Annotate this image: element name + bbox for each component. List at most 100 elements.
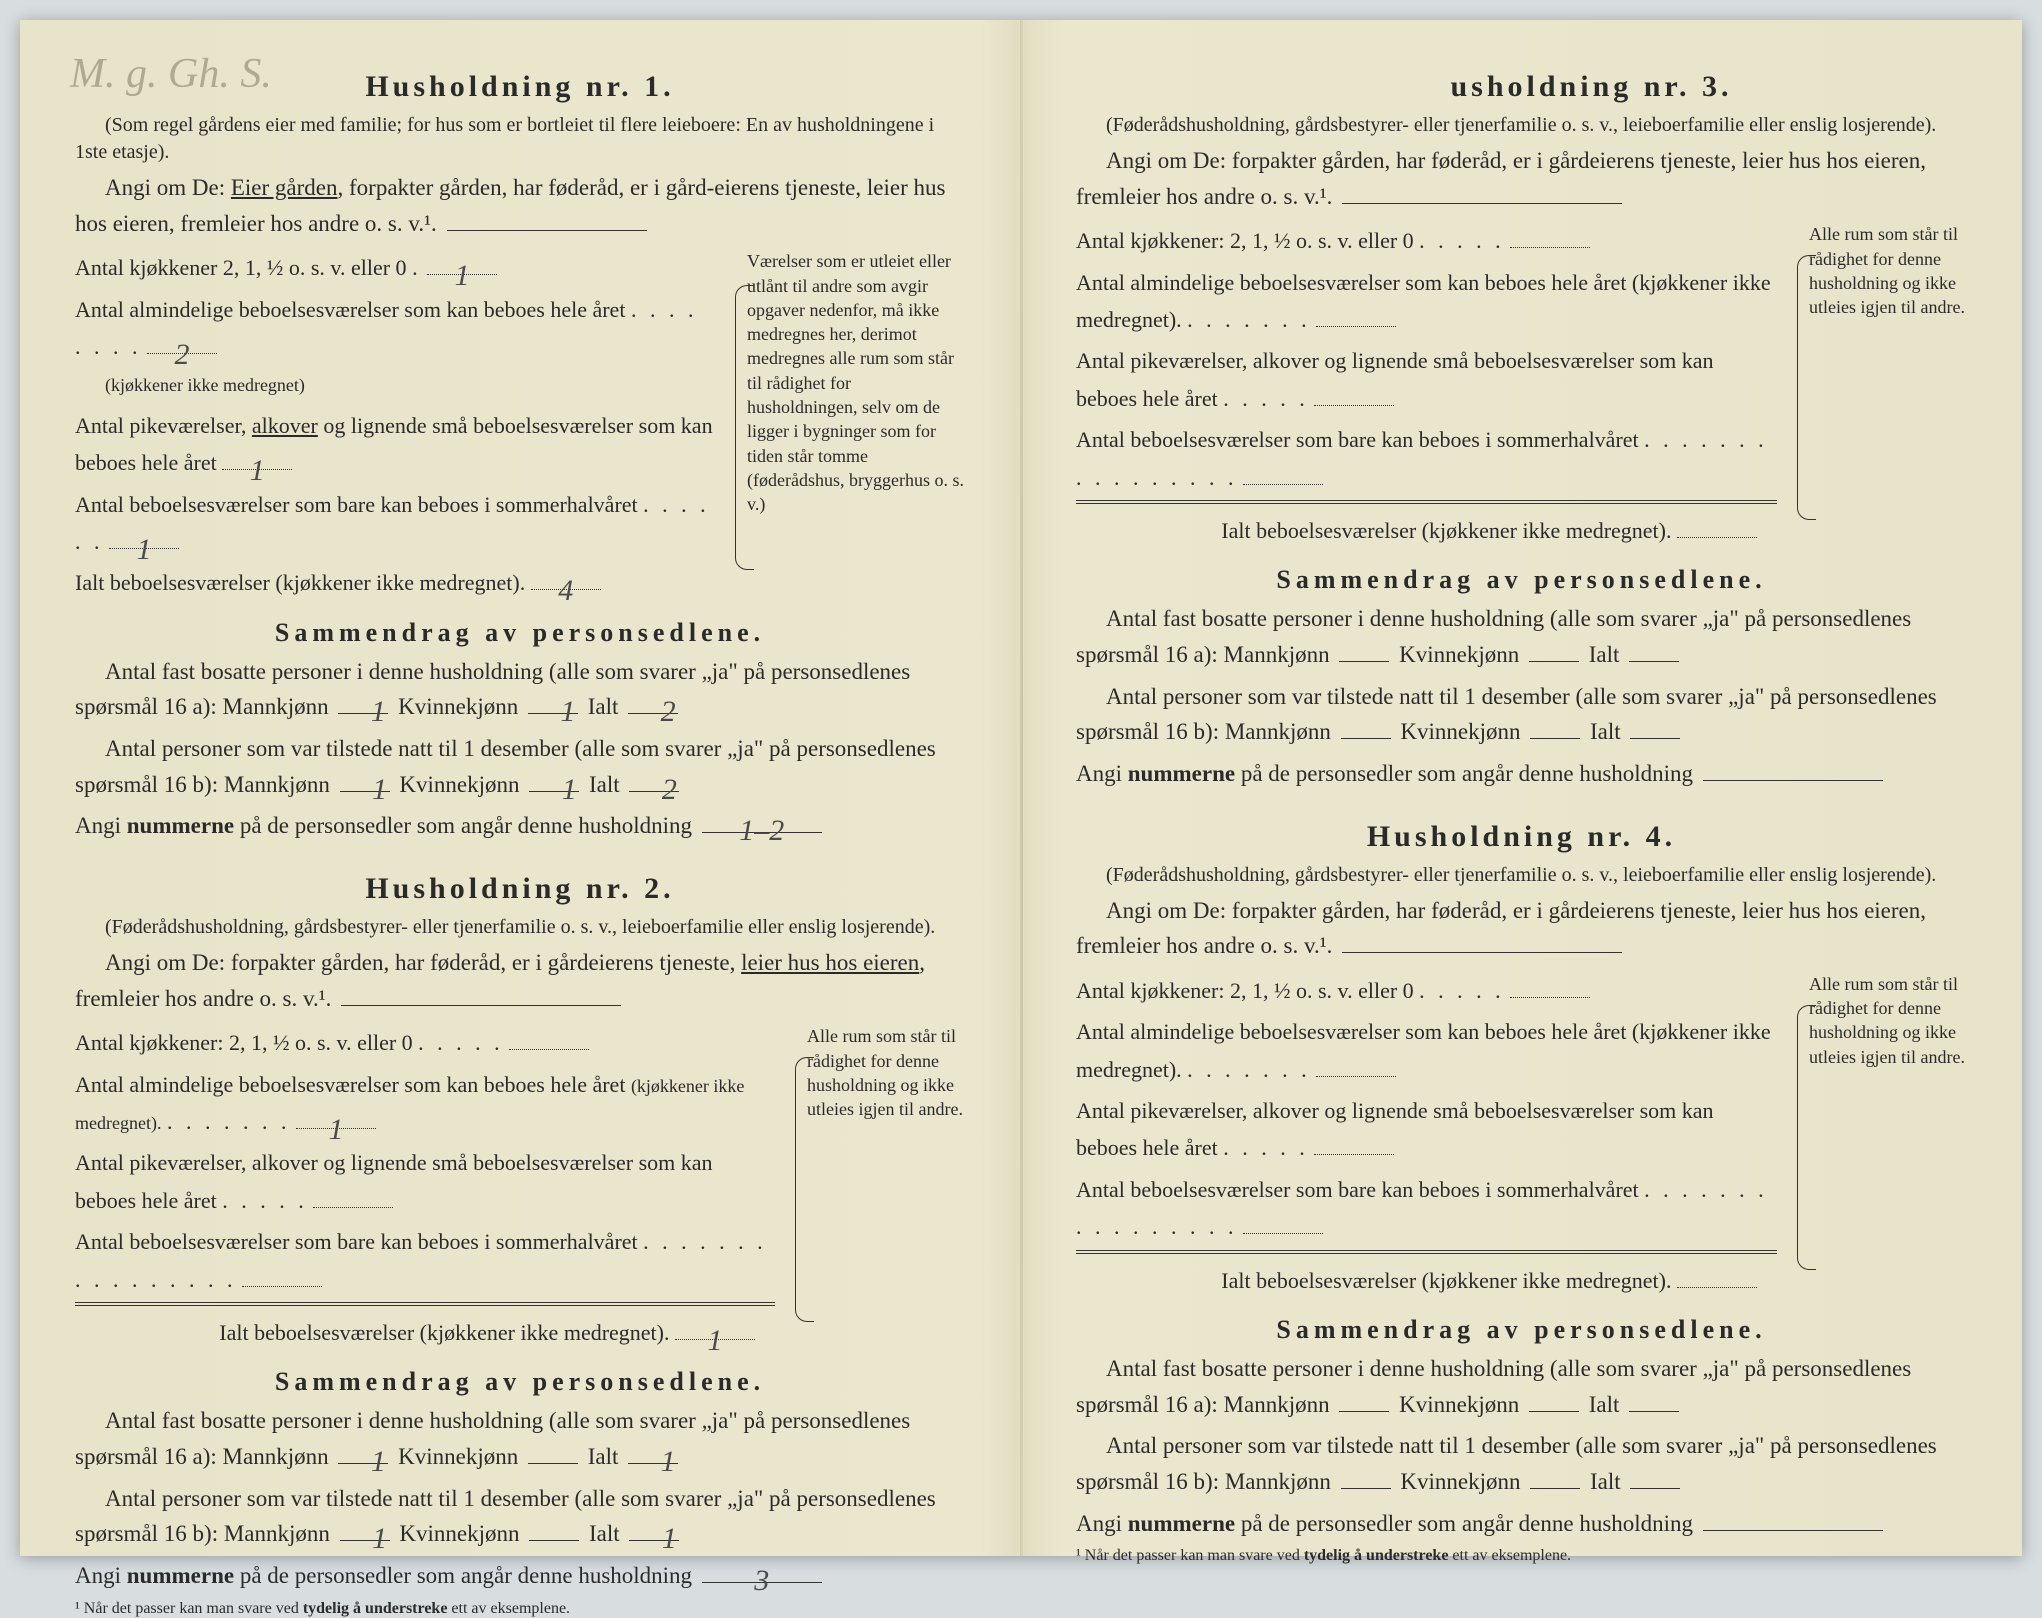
h2-num-val: 3 [754, 1558, 769, 1605]
h3-room2-field [1316, 326, 1396, 327]
h3-room-list: Antal kjøkkener: 2, 1, ½ o. s. v. eller … [1076, 222, 1777, 553]
h1-room2-field: 2 [147, 353, 217, 354]
h4-room4-label: Antal beboelsesværelser som bare kan beb… [1076, 1177, 1639, 1202]
h4-sum1-i [1629, 1411, 1679, 1412]
h4-sum2-i [1630, 1488, 1680, 1489]
household-1: Husholdning nr. 1. (Som regel gårdens ei… [75, 70, 965, 844]
h1-sum2-i-val: 2 [632, 767, 677, 814]
h1-angi-underlined: Eier gården [231, 175, 338, 200]
h2-room2: Antal almindelige beboelsesværelser som … [75, 1066, 775, 1141]
h2-room5-val: 1 [708, 1315, 723, 1366]
h2-angi-text: forpakter gården, har føderåd, er i gård… [231, 950, 735, 975]
h1-room1: Antal kjøkkener 2, 1, ½ o. s. v. eller 0… [75, 249, 715, 286]
h3-room5: Ialt beboelsesværelser (kjøkkener ikke m… [1076, 512, 1777, 549]
h2-sum-title: Sammendrag av personsedlene. [75, 1367, 965, 1397]
h4-sum2-m [1341, 1488, 1391, 1489]
h1-num-field: 1–2 [702, 832, 822, 833]
h3-sum1: Antal fast bosatte personer i denne hush… [1076, 601, 1967, 672]
blank-line [1342, 203, 1622, 204]
h2-sum2: Antal personer som var tilstede natt til… [75, 1481, 965, 1552]
h1-sum-title: Sammendrag av personsedlene. [75, 618, 965, 648]
h1-angi: Angi om De: Eier gården, forpakter gårde… [75, 170, 965, 241]
h4-room1: Antal kjøkkener: 2, 1, ½ o. s. v. eller … [1076, 972, 1777, 1009]
double-rule [1076, 500, 1777, 504]
household-4: Husholdning nr. 4. (Føderådshusholdning,… [1076, 820, 1967, 1566]
h1-angi-prefix: Angi om De: [105, 175, 225, 200]
h2-sum1-k [528, 1463, 578, 1464]
kvinne-label: Kvinnekjønn [399, 1521, 519, 1546]
kvinne-label: Kvinnekjønn [398, 694, 518, 719]
h3-room3-field [1314, 405, 1394, 406]
h1-sum2-m: 1 [340, 791, 390, 792]
h2-num: Angi nummerne på de personsedler som ang… [75, 1558, 965, 1594]
kvinne-label: Kvinnekjønn [1400, 1469, 1520, 1494]
h3-room1-field [1510, 247, 1590, 248]
h1-room3-field: 1 [222, 469, 292, 470]
h2-room-list: Antal kjøkkener: 2, 1, ½ o. s. v. eller … [75, 1024, 775, 1355]
h1-num: Angi nummerne på de personsedler som ang… [75, 808, 965, 844]
h1-sum1-i: 2 [628, 713, 678, 714]
ialt-label: Ialt [1589, 642, 1620, 667]
h4-room5-label: Ialt beboelsesværelser (kjøkkener ikke m… [1221, 1268, 1671, 1293]
h2-sum1-i: 1 [628, 1463, 678, 1464]
h1-room5-field: 4 [531, 589, 601, 590]
double-rule [75, 1302, 775, 1306]
handwritten-annotation: M. g. Gh. S. [70, 50, 272, 98]
h2-room1-field [509, 1049, 589, 1050]
h4-sum-title: Sammendrag av personsedlene. [1076, 1315, 1967, 1345]
h1-sum2: Antal personer som var tilstede natt til… [75, 731, 965, 802]
h3-sum1-m [1339, 661, 1389, 662]
h2-room5-field: 1 [675, 1339, 755, 1340]
h4-room5-field [1677, 1287, 1757, 1288]
h1-room4-field: 1 [109, 548, 179, 549]
h1-sum1: Antal fast bosatte personer i denne hush… [75, 654, 965, 725]
h1-room-list: Antal kjøkkener 2, 1, ½ o. s. v. eller 0… [75, 249, 715, 606]
h2-room2-field: 1 [296, 1128, 376, 1129]
h1-room4-val: 1 [137, 524, 152, 575]
h4-sum2-k [1530, 1488, 1580, 1489]
h2-sum2-m: 1 [340, 1540, 390, 1541]
h1-sum2-k: 1 [529, 791, 579, 792]
h1-room5-val: 4 [558, 565, 573, 616]
h2-room4: Antal beboelsesværelser som bare kan beb… [75, 1223, 775, 1298]
h2-title: Husholdning nr. 2. [75, 872, 965, 906]
dots: . . . . . [1419, 228, 1505, 253]
h2-angi: Angi om De: forpakter gården, har føderå… [75, 945, 965, 1016]
h3-room3: Antal pikeværelser, alkover og lignende … [1076, 342, 1777, 417]
h3-angi: Angi om De: forpakter gården, har føderå… [1076, 143, 1967, 214]
blank-line [1342, 952, 1622, 953]
h3-room4-label: Antal beboelsesværelser som bare kan beb… [1076, 427, 1639, 452]
h4-room1-label: Antal kjøkkener: 2, 1, ½ o. s. v. eller … [1076, 978, 1414, 1003]
h3-sum2-k [1530, 738, 1580, 739]
ialt-label: Ialt [588, 1444, 619, 1469]
kvinne-label: Kvinnekjønn [398, 1444, 518, 1469]
h4-room2: Antal almindelige beboelsesværelser som … [1076, 1013, 1777, 1088]
h4-sum1-m [1339, 1411, 1389, 1412]
h2-room1-label: Antal kjøkkener: 2, 1, ½ o. s. v. eller … [75, 1030, 413, 1055]
h1-sum2-i: 2 [629, 791, 679, 792]
h2-sum2-k [529, 1540, 579, 1541]
h1-sum2-k-val: 1 [532, 767, 577, 814]
ialt-label: Ialt [588, 694, 619, 719]
dots: . . . . . [1223, 1135, 1309, 1160]
h1-room5: Ialt beboelsesværelser (kjøkkener ikke m… [75, 564, 715, 601]
h1-room4: Antal beboelsesværelser som bare kan beb… [75, 486, 715, 561]
ialt-label: Ialt [589, 1521, 620, 1546]
h1-room2-label: Antal almindelige beboelsesværelser som … [75, 297, 625, 322]
h3-sum2: Antal personer som var tilstede natt til… [1076, 679, 1967, 750]
dots: . . . . . [418, 1030, 504, 1055]
h1-sum1-k-val: 1 [530, 689, 575, 736]
h3-angi-prefix: Angi om De: [1106, 148, 1226, 173]
household-3: usholdning nr. 3. (Føderådshusholdning, … [1076, 70, 1967, 792]
blank-line [447, 230, 647, 231]
ialt-label: Ialt [1590, 719, 1621, 744]
blank-line [341, 1005, 621, 1006]
h3-room1-label: Antal kjøkkener: 2, 1, ½ o. s. v. eller … [1076, 228, 1414, 253]
h3-room2-label: Antal almindelige beboelsesværelser som … [1076, 270, 1771, 332]
h4-sum1: Antal fast bosatte personer i denne hush… [1076, 1351, 1967, 1422]
dots: . [412, 255, 422, 280]
h1-rooms: Antal kjøkkener 2, 1, ½ o. s. v. eller 0… [75, 249, 965, 606]
h2-side-note: Alle rum som står til rådighet for denne… [795, 1024, 965, 1355]
left-page: M. g. Gh. S. Husholdning nr. 1. (Som reg… [20, 20, 1021, 1556]
h2-room5: Ialt beboelsesværelser (kjøkkener ikke m… [75, 1314, 775, 1351]
